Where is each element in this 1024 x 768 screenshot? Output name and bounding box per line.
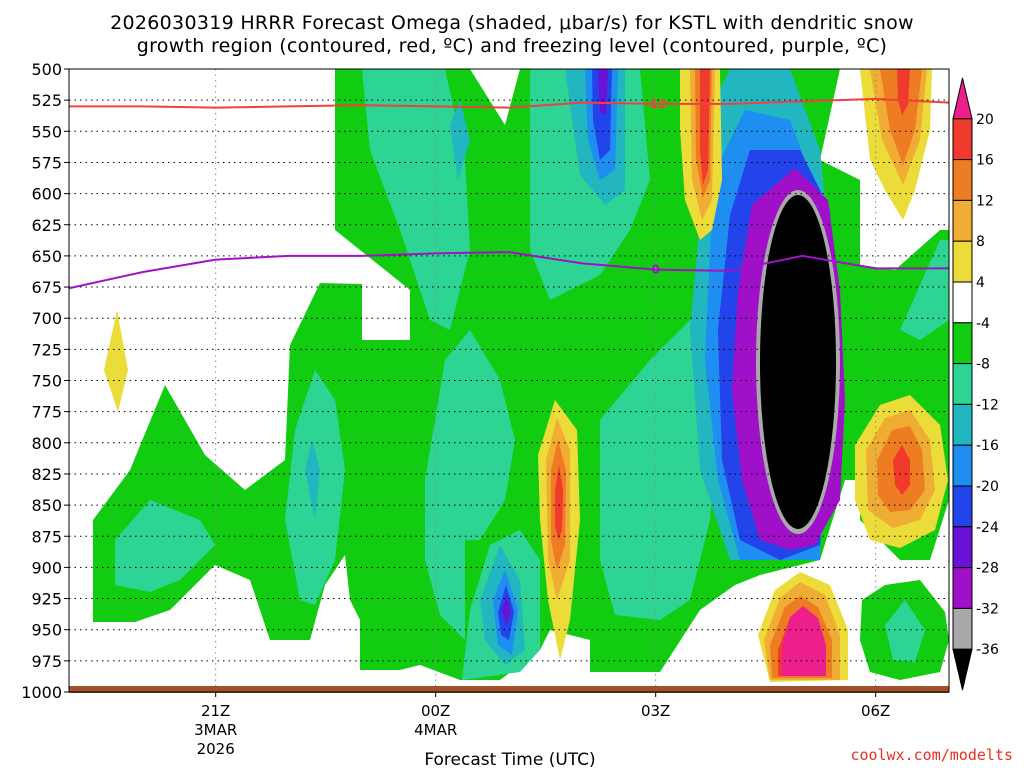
colorbar-swatch [952, 567, 973, 609]
contours: -12-120 [69, 97, 949, 290]
colorbar-swatch [952, 444, 973, 487]
colorbar-label: -32 [976, 601, 999, 617]
omega-pos-red-d [893, 445, 910, 495]
colorbar-label: 8 [976, 234, 985, 250]
y-tick-label: 600 [31, 185, 62, 204]
y-tick-label: 925 [31, 590, 62, 609]
y-axis: 500 525 550 575 600 625 650 675 700 725 750 775 800 8… [21, 60, 69, 702]
contour-label: -12 [645, 97, 667, 111]
y-tick-label: 775 [31, 403, 62, 422]
colorbar-triangle-top [952, 77, 973, 120]
colorbar-label: 12 [976, 193, 994, 209]
y-tick-label: 500 [31, 60, 62, 79]
omega-pos-orange-c [880, 69, 922, 165]
colorbar-label: -24 [976, 520, 999, 536]
omega-band-teal-left [115, 500, 215, 592]
y-tick-label: 675 [31, 278, 62, 297]
chart-title-line1: 2026030319 HRRR Forecast Omega (shaded, … [110, 12, 914, 34]
x-tick-label: 21Z [201, 702, 230, 720]
chart-title-line2: growth region (contoured, red, ºC) and f… [137, 35, 888, 57]
colorbar-swatch [952, 199, 973, 242]
y-tick-label: 750 [31, 372, 62, 391]
omega-pos-magenta-core [782, 606, 826, 676]
y-tick-label: 700 [31, 309, 62, 328]
y-tick-label: 625 [31, 216, 62, 235]
colorbar-swatch [952, 526, 973, 569]
y-tick-label: 950 [31, 621, 62, 640]
colorbar-label: -8 [976, 357, 990, 373]
omega-pos-red-a [555, 465, 563, 540]
omega-band-black-core [760, 195, 836, 529]
omega-pos-red-c [897, 69, 910, 115]
x-axis: 21Z3MAR202600Z4MAR03Z06Z09Z12Z [194, 692, 890, 758]
contour-label: 0 [651, 263, 659, 277]
omega-band-purple-b [502, 595, 511, 625]
credit-text: coolwx.com/modelts [850, 746, 1013, 764]
colorbar-swatch [952, 485, 973, 528]
colorbar-swatch [952, 118, 973, 161]
colorbar-swatch [952, 281, 973, 324]
colorbar: 20 16 12 8 4 -4 -8 -12 -16 -20 -24 -28 -32 -36 [952, 77, 999, 691]
x-axis-label: Forecast Time (UTC) [424, 750, 595, 768]
gridlines [69, 69, 949, 692]
omega-shading [93, 69, 949, 682]
omega-band-teal-far-right [900, 240, 949, 340]
y-tick-label: 650 [31, 247, 62, 266]
x-tick-year: 2026 [197, 740, 235, 758]
x-tick-date: 4MAR [414, 721, 457, 739]
x-tick-label: 06Z [861, 702, 890, 720]
colorbar-swatch [952, 240, 973, 283]
omega-band-teal-sfc-right [885, 600, 925, 662]
colorbar-label: -12 [976, 397, 999, 413]
colorbar-swatch [952, 403, 973, 446]
omega-band-teal-column [425, 330, 515, 640]
y-tick-label: 975 [31, 652, 62, 671]
omega-band-cyan-b [450, 100, 470, 180]
x-tick-label: 03Z [641, 702, 670, 720]
y-tick-label: 900 [31, 558, 62, 577]
omega-band-teal-upper [362, 69, 470, 330]
y-tick-label: 725 [31, 340, 62, 359]
ground-surface [69, 686, 949, 693]
x-tick-label: 00Z [421, 702, 450, 720]
y-tick-label: 800 [31, 434, 62, 453]
contour-freezing-level [69, 251, 949, 290]
colorbar-label: 4 [976, 275, 985, 291]
omega-band-teal-lower [600, 300, 720, 620]
colorbar-swatch [952, 322, 973, 365]
colorbar-label: 16 [976, 153, 994, 169]
colorbar-triangle-bottom [952, 648, 973, 691]
x-tick-date: 3MAR [194, 721, 237, 739]
colorbar-label: -36 [976, 642, 999, 658]
colorbar-label: -28 [976, 561, 999, 577]
y-tick-label: 850 [31, 496, 62, 515]
omega-pos-red-b [700, 69, 710, 185]
colorbar-label: 20 [976, 112, 994, 128]
y-tick-label: 575 [31, 153, 62, 172]
omega-pos-yellow-a [104, 310, 128, 412]
y-tick-label: 875 [31, 527, 62, 546]
y-tick-label: 825 [31, 465, 62, 484]
colorbar-label: -20 [976, 479, 999, 495]
colorbar-label: -4 [976, 316, 990, 332]
colorbar-swatch [952, 159, 973, 201]
y-tick-label: 1000 [21, 683, 62, 702]
colorbar-label: -16 [976, 438, 999, 454]
colorbar-swatch [952, 607, 973, 650]
y-tick-label: 525 [31, 91, 62, 110]
colorbar-swatch [952, 363, 973, 405]
contour-dendritic-minus12 [69, 97, 949, 109]
omega-band-cyan-a [305, 440, 320, 520]
y-tick-label: 550 [31, 122, 62, 141]
